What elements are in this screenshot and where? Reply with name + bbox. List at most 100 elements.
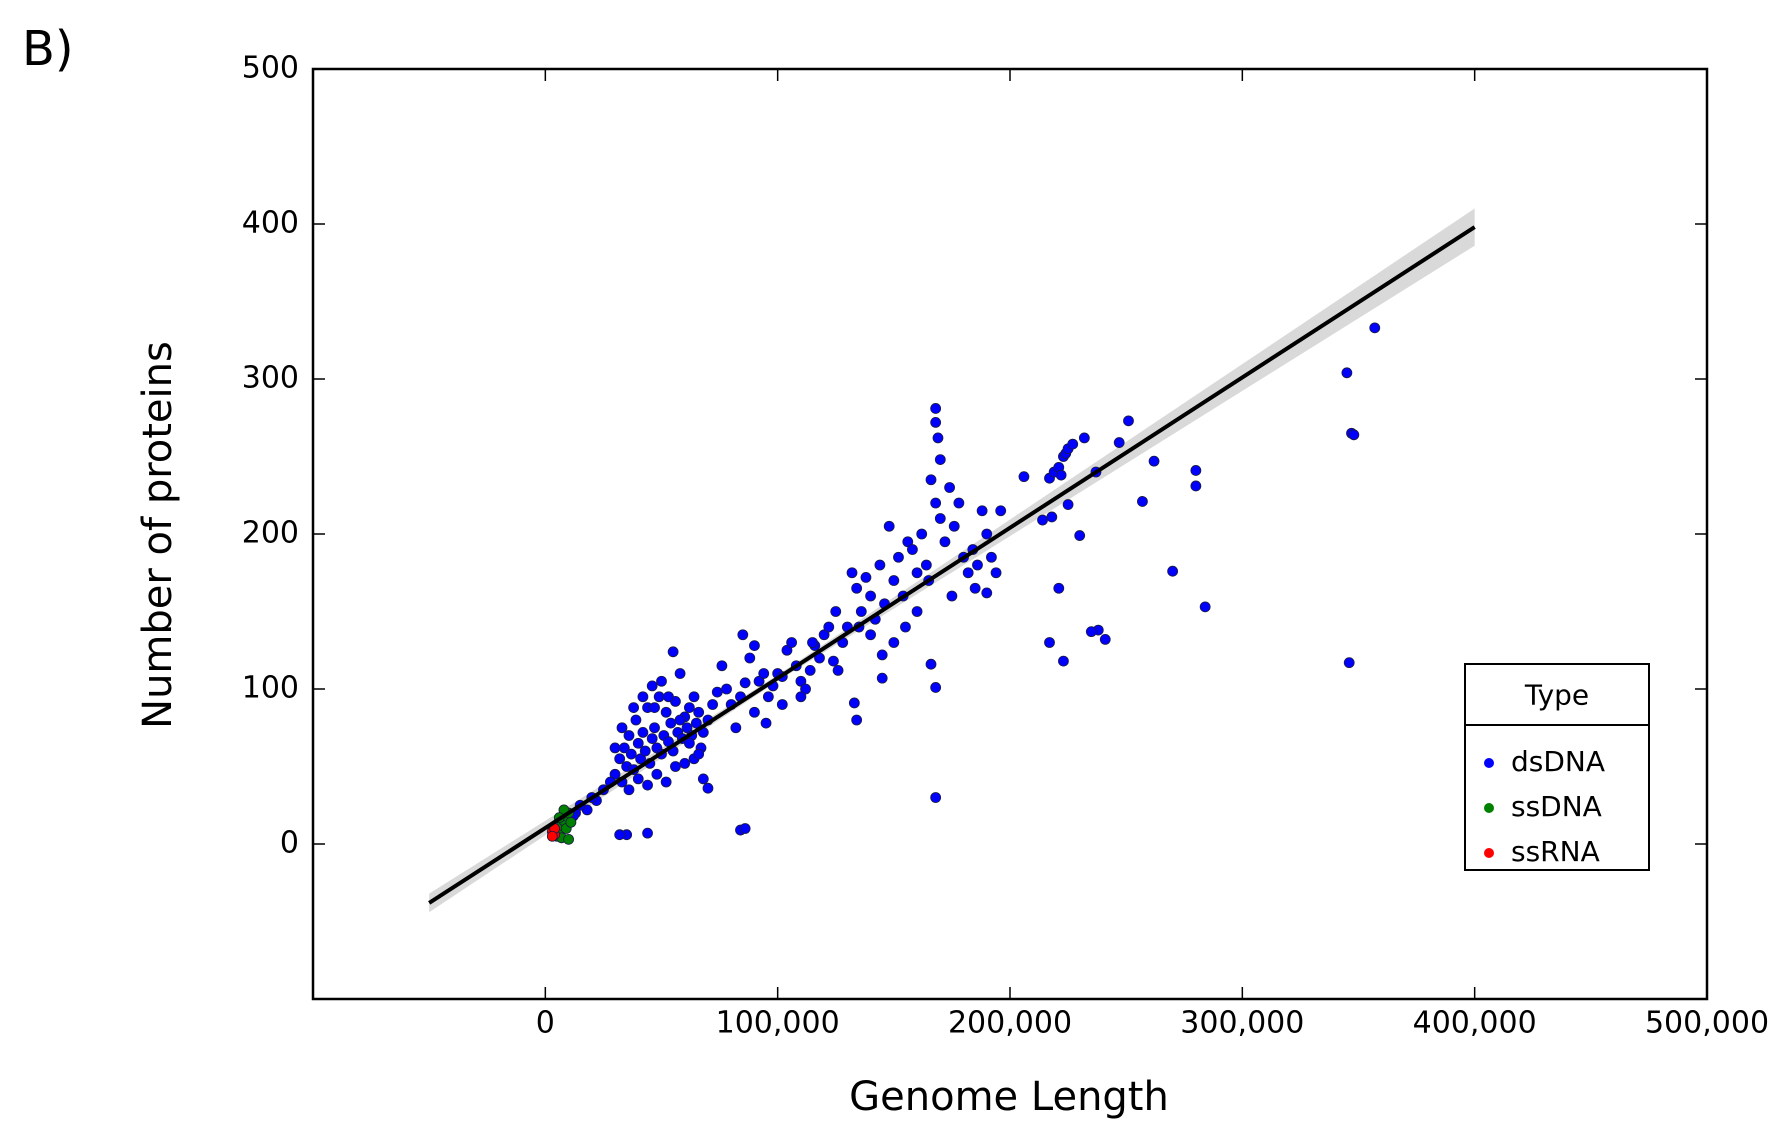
x-tick-label: 200,000 xyxy=(948,1006,1072,1041)
data-point xyxy=(865,590,876,602)
data-point xyxy=(855,606,867,617)
data-point xyxy=(925,474,937,486)
x-axis-label: Genome Length xyxy=(849,1074,1169,1120)
x-tick-label: 400,000 xyxy=(1413,1006,1537,1041)
data-point xyxy=(930,497,942,509)
data-point xyxy=(946,590,958,602)
data-point xyxy=(907,544,918,555)
data-point xyxy=(972,559,983,571)
data-point xyxy=(934,454,946,466)
data-point xyxy=(642,779,653,791)
data-point xyxy=(688,691,700,703)
data-point xyxy=(920,559,932,571)
data-point xyxy=(925,658,937,670)
y-tick-label: 0 xyxy=(280,826,299,861)
data-point xyxy=(981,528,993,540)
data-point xyxy=(660,706,672,718)
data-point xyxy=(665,717,677,729)
data-point xyxy=(930,416,942,428)
y-tick-label: 500 xyxy=(242,51,299,86)
data-point xyxy=(930,682,942,693)
data-point xyxy=(683,737,695,749)
data-point xyxy=(848,697,860,709)
data-point xyxy=(697,773,709,785)
x-tick-label: 100,000 xyxy=(716,1006,840,1041)
data-point xyxy=(649,702,660,713)
data-point xyxy=(616,722,628,734)
data-point xyxy=(900,621,911,633)
data-point xyxy=(739,823,751,834)
data-point xyxy=(623,784,635,796)
data-point xyxy=(639,745,651,757)
data-point xyxy=(962,567,974,579)
data-point xyxy=(565,816,577,828)
y-tick-label: 100 xyxy=(242,671,299,706)
data-point xyxy=(930,403,942,414)
data-point xyxy=(1348,429,1360,441)
data-point xyxy=(646,680,658,692)
legend-label: dsDNA xyxy=(1511,745,1605,778)
data-point xyxy=(609,742,621,754)
data-point xyxy=(721,683,732,695)
y-axis-label: Number of proteins xyxy=(135,341,181,729)
data-point xyxy=(674,668,686,679)
legend-label: ssDNA xyxy=(1511,790,1602,823)
data-point xyxy=(667,646,679,658)
data-point xyxy=(851,582,863,594)
x-tick-label: 0 xyxy=(536,1006,555,1041)
data-point xyxy=(823,621,835,633)
data-point xyxy=(1199,601,1211,613)
data-point xyxy=(1085,626,1097,638)
data-point xyxy=(693,748,705,760)
data-point xyxy=(1190,480,1202,492)
data-point xyxy=(1046,511,1058,523)
data-point xyxy=(851,714,863,726)
data-point xyxy=(646,733,658,744)
data-point xyxy=(1044,637,1055,648)
data-point xyxy=(1137,496,1148,507)
legend-box xyxy=(1464,663,1650,871)
data-point xyxy=(760,717,772,729)
data-point xyxy=(637,727,649,738)
data-point xyxy=(614,829,626,841)
data-point xyxy=(737,629,749,641)
data-point xyxy=(625,748,637,760)
y-tick-label: 300 xyxy=(242,361,299,396)
data-point xyxy=(911,606,923,617)
data-point xyxy=(1067,438,1079,450)
data-point xyxy=(990,567,1002,579)
data-point xyxy=(663,691,674,703)
data-point xyxy=(679,758,691,769)
data-point xyxy=(744,652,756,664)
data-point xyxy=(1369,322,1381,334)
data-point xyxy=(1055,469,1067,481)
data-point xyxy=(702,782,714,794)
data-point xyxy=(762,691,774,703)
fit-line xyxy=(428,225,1476,905)
data-point xyxy=(969,582,981,594)
data-point xyxy=(690,717,702,729)
data-point xyxy=(623,730,635,741)
data-point xyxy=(911,567,923,579)
data-point xyxy=(1018,471,1030,483)
data-point xyxy=(642,827,653,839)
data-point xyxy=(832,665,844,676)
data-point xyxy=(883,520,895,532)
data-point xyxy=(739,677,751,689)
data-point xyxy=(916,528,928,540)
data-point xyxy=(563,833,574,845)
data-point xyxy=(649,722,660,734)
data-point xyxy=(939,536,951,548)
data-point xyxy=(683,702,695,713)
data-point xyxy=(1058,655,1069,667)
data-point xyxy=(948,520,960,532)
data-point xyxy=(711,686,723,698)
data-point xyxy=(888,637,900,648)
data-point xyxy=(1148,455,1160,467)
data-point xyxy=(1113,437,1125,448)
data-point xyxy=(660,776,672,788)
data-point xyxy=(807,637,818,648)
data-point xyxy=(637,691,649,703)
data-point xyxy=(628,702,640,713)
legend-marker xyxy=(1484,848,1494,858)
